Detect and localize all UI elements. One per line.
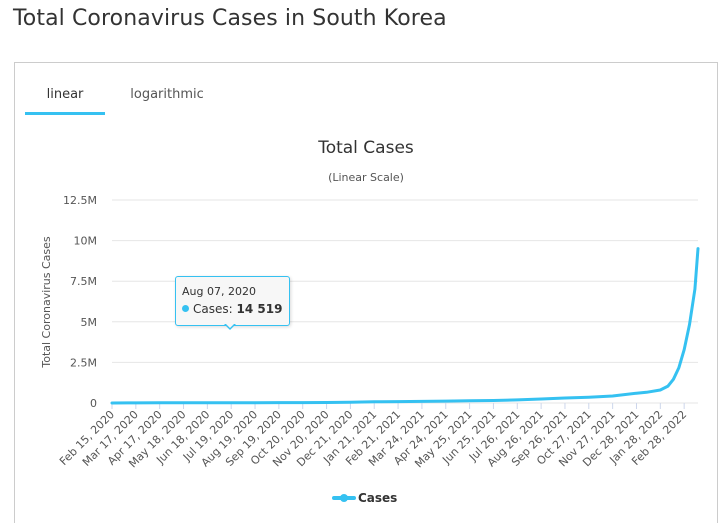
- tooltip-row: Cases: 14 519: [182, 302, 282, 316]
- cases-series-line: [110, 247, 700, 405]
- y-axis-title: Total Coronavirus Cases: [40, 236, 53, 369]
- legend-cases-marker: [340, 494, 348, 502]
- y-tick-label: 10M: [74, 235, 98, 248]
- tooltip-label: Cases:: [193, 302, 233, 316]
- tooltip-series-dot: [182, 305, 189, 312]
- tooltip-date: Aug 07, 2020: [182, 285, 256, 298]
- legend-cases-label: Cases: [358, 491, 397, 505]
- y-tick-label: 7.5M: [70, 275, 97, 288]
- page-title: Total Coronavirus Cases in South Korea: [13, 6, 447, 31]
- legend[interactable]: Cases: [332, 491, 397, 505]
- y-tick-label: 5M: [81, 316, 98, 329]
- tooltip-value: 14 519: [236, 302, 283, 316]
- tooltip-pointer: [224, 323, 236, 330]
- y-tick-label: 2.5M: [70, 356, 97, 369]
- chart-panel: linear logarithmic: [14, 62, 718, 523]
- tab-linear[interactable]: linear: [25, 79, 105, 115]
- tab-logarithmic[interactable]: logarithmic: [130, 87, 204, 102]
- chart-subtitle: (Linear Scale): [328, 171, 404, 184]
- chart-title: Total Cases: [317, 138, 414, 158]
- y-tick-label: 0: [90, 397, 97, 410]
- data-tooltip: Aug 07, 2020 Cases: 14 519: [175, 276, 290, 326]
- y-tick-label: 12.5M: [63, 194, 97, 207]
